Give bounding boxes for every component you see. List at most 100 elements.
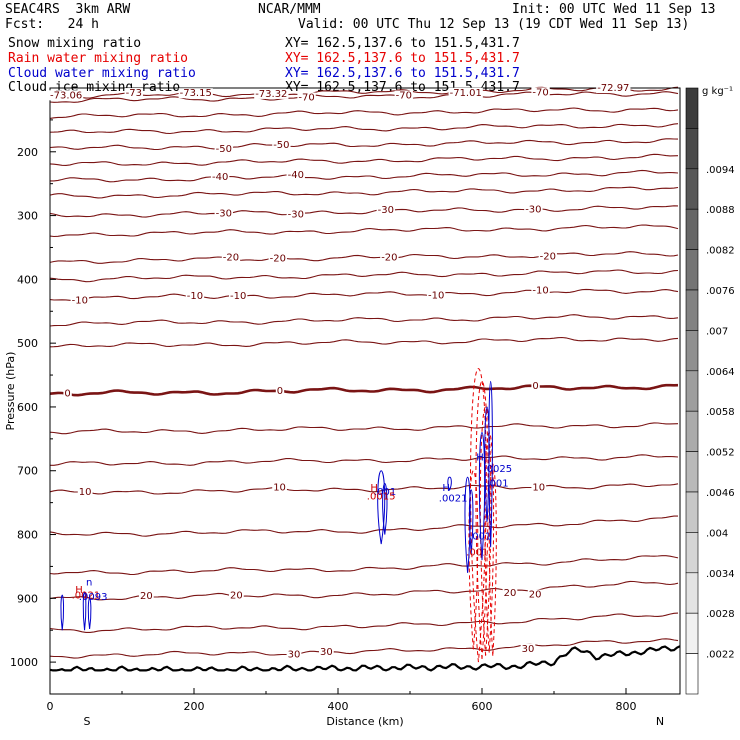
isotherm-label-bg bbox=[427, 290, 446, 301]
x-axis-label: Distance (km) bbox=[326, 715, 403, 728]
isotherm-line bbox=[49, 153, 679, 166]
colorbar-tick-label: .0094 bbox=[706, 165, 735, 176]
isotherm-label: 20 bbox=[504, 588, 517, 599]
isotherm-line bbox=[49, 336, 679, 348]
field-value-labels: Hn.0021.0093H.001.0015H.0021.001.001H.00… bbox=[72, 453, 512, 604]
isotherm-label-bg bbox=[70, 295, 89, 306]
isotherm-label: -30 bbox=[525, 205, 541, 216]
colorbar: .0094 .0088 .0082 .0076 .007 .0064 .0058 .0052.… bbox=[685, 86, 735, 695]
isotherm-label-bg bbox=[531, 482, 547, 493]
isotherm-label-bg bbox=[268, 253, 287, 264]
isotherm-label-bg bbox=[185, 291, 205, 302]
x-tick-label: 400 bbox=[328, 700, 349, 713]
isotherm-label-bg bbox=[178, 88, 213, 99]
x-end-label-south: S bbox=[84, 715, 91, 728]
colorbar-segment bbox=[685, 330, 699, 372]
field-xy-rain: XY= 162.5,137.6 to 151.5,431.7 bbox=[285, 51, 520, 66]
field-value-label: H bbox=[442, 483, 450, 494]
isotherm-label: -30 bbox=[288, 209, 304, 220]
isotherm-label: 0 bbox=[64, 388, 70, 399]
colorbar-tick-label: .0052 bbox=[706, 448, 735, 459]
rain-contour bbox=[470, 368, 487, 663]
isotherm-label-bg bbox=[214, 143, 233, 154]
field-value-label: .0021 bbox=[72, 590, 101, 601]
colorbar-segment bbox=[685, 410, 699, 452]
isotherm-label: -71.01 bbox=[450, 88, 482, 99]
isotherm-label-bg bbox=[275, 385, 285, 396]
isotherm-line bbox=[49, 515, 678, 537]
isotherm-label: -20 bbox=[540, 251, 556, 262]
isotherm-label: 30 bbox=[288, 650, 301, 661]
isotherm-label-bg bbox=[286, 649, 302, 660]
valid-time: Valid: 00 UTC Thu 12 Sep 13 (19 CDT Wed … bbox=[298, 17, 690, 32]
cloud-contour bbox=[60, 594, 65, 631]
rain-contour bbox=[475, 380, 489, 659]
isotherm-label: 10 bbox=[79, 487, 92, 498]
isotherm-label-bg bbox=[211, 171, 230, 182]
y-axis-label: Pressure (hPa) bbox=[4, 352, 17, 431]
isotherm-label: -70 bbox=[396, 91, 412, 102]
isotherm-label: -10 bbox=[532, 286, 548, 297]
colorbar-segment bbox=[685, 451, 699, 493]
x-tick-label: 600 bbox=[472, 700, 493, 713]
x-tick-label: 200 bbox=[184, 700, 205, 713]
colorbar-tick-label: .0028 bbox=[706, 609, 735, 620]
y-tick-label: 200 bbox=[17, 146, 38, 159]
y-tick-label: 1000 bbox=[10, 656, 38, 669]
cloud-contour bbox=[447, 476, 452, 492]
forecast-hour: Fcst: 24 h bbox=[5, 17, 99, 32]
isotherm-line bbox=[49, 86, 679, 99]
field-value-label: n bbox=[86, 578, 92, 589]
isotherm-layer bbox=[49, 86, 679, 659]
isotherm-label: -10 bbox=[72, 296, 88, 307]
isotherm-label-bg bbox=[380, 252, 399, 263]
isotherm-label: -20 bbox=[223, 252, 239, 263]
field-value-label: .001 bbox=[374, 487, 396, 498]
colorbar-segment bbox=[685, 370, 699, 412]
isotherm-label-bg bbox=[527, 589, 543, 600]
isotherm-label-bg bbox=[596, 83, 631, 94]
isotherm-label-bg bbox=[538, 251, 557, 262]
plot-frame bbox=[49, 87, 681, 695]
isotherm-label: 30 bbox=[320, 647, 333, 658]
isotherm-label-bg bbox=[502, 587, 518, 598]
isotherm-label-bg bbox=[286, 209, 305, 220]
isotherm-label-bg bbox=[221, 252, 241, 263]
field-value-label: .0015 bbox=[367, 491, 396, 502]
isotherm-label-bg bbox=[319, 646, 334, 657]
colorbar-segment bbox=[685, 168, 699, 210]
colorbar-tick-label: .0088 bbox=[706, 205, 735, 216]
isotherm-label-bg bbox=[297, 92, 316, 103]
colorbar-tick-label: .0034 bbox=[706, 569, 735, 580]
isotherm-label: 20 bbox=[529, 590, 542, 601]
colorbar-segment bbox=[685, 87, 699, 129]
isotherm-label: -10 bbox=[230, 291, 246, 302]
colorbar-tick-label: .004 bbox=[706, 528, 728, 539]
isotherm-label-bg bbox=[272, 140, 291, 151]
field-value-label: H bbox=[75, 585, 83, 596]
field-value-label: .001 bbox=[469, 532, 491, 543]
isotherm-label-bg bbox=[214, 208, 233, 219]
y-tick-label: 400 bbox=[17, 273, 38, 286]
isotherm-line bbox=[49, 314, 679, 327]
cloud-contour bbox=[82, 591, 87, 631]
isotherm-line bbox=[49, 580, 679, 601]
isotherm-labels: -73.06 -73 -73.15 -73.32 -71.01 -72.97 -70 -70 -… bbox=[49, 83, 631, 661]
colorbar-segment bbox=[685, 653, 699, 695]
isotherm-line bbox=[49, 251, 679, 264]
colorbar-segment bbox=[685, 208, 699, 250]
isotherm-label-bg bbox=[63, 388, 72, 399]
isotherm-line bbox=[49, 107, 679, 119]
isotherm-line bbox=[50, 169, 679, 183]
x-tick-label: 0 bbox=[47, 700, 54, 713]
colorbar-segment bbox=[685, 532, 699, 574]
isotherm-label: -72.97 bbox=[597, 83, 629, 94]
cloud-contour bbox=[87, 597, 92, 630]
isotherm-label-bg bbox=[394, 90, 413, 101]
y-tick-label: 500 bbox=[17, 337, 38, 350]
colorbar-segment bbox=[685, 491, 699, 533]
isotherm-label-bg bbox=[520, 643, 536, 654]
field-xy-snow: XY= 162.5,137.6 to 151.5,431.7 bbox=[285, 36, 520, 51]
terrain-layer bbox=[49, 645, 681, 672]
